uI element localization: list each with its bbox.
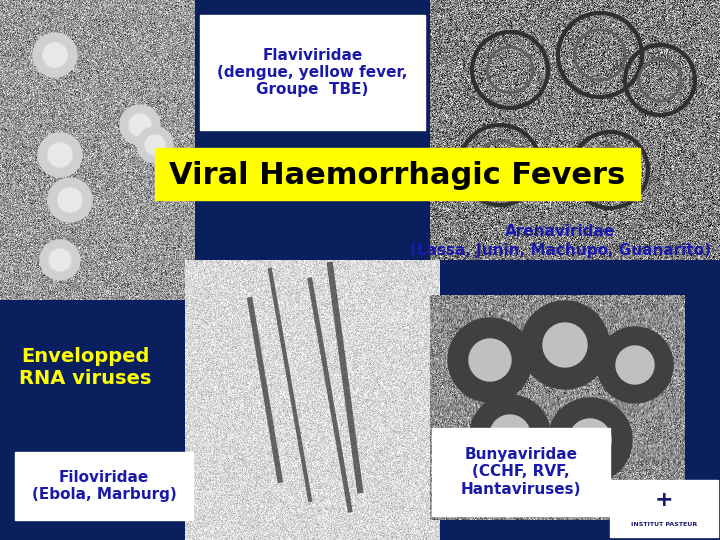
- Circle shape: [469, 339, 511, 381]
- Circle shape: [58, 188, 82, 212]
- Circle shape: [597, 327, 673, 403]
- Circle shape: [470, 395, 550, 475]
- Circle shape: [569, 419, 611, 461]
- Text: Filoviridae
(Ebola, Marburg): Filoviridae (Ebola, Marburg): [32, 470, 176, 502]
- Circle shape: [120, 105, 160, 145]
- Text: INSTITUT PASTEUR: INSTITUT PASTEUR: [631, 522, 697, 526]
- Circle shape: [543, 323, 587, 367]
- Circle shape: [48, 178, 92, 222]
- Text: Viral Haemorrhagic Fevers: Viral Haemorrhagic Fevers: [169, 160, 625, 190]
- Circle shape: [48, 143, 72, 167]
- Circle shape: [40, 240, 80, 280]
- Text: Arenaviridae: Arenaviridae: [505, 225, 615, 240]
- Circle shape: [490, 415, 530, 455]
- Circle shape: [38, 133, 82, 177]
- Text: Flaviviridae
(dengue, yellow fever,
Groupe  TBE): Flaviviridae (dengue, yellow fever, Grou…: [217, 48, 408, 97]
- Text: (Lassa, Junin, Machupo, Guanarito): (Lassa, Junin, Machupo, Guanarito): [410, 242, 711, 258]
- Circle shape: [33, 33, 77, 77]
- Text: +: +: [654, 490, 673, 510]
- Circle shape: [448, 318, 532, 402]
- FancyBboxPatch shape: [15, 452, 193, 520]
- Circle shape: [49, 249, 71, 271]
- FancyBboxPatch shape: [200, 15, 425, 130]
- Circle shape: [521, 301, 609, 389]
- FancyBboxPatch shape: [432, 428, 610, 516]
- FancyBboxPatch shape: [610, 480, 718, 537]
- Circle shape: [129, 114, 151, 136]
- Circle shape: [145, 135, 165, 155]
- Circle shape: [616, 346, 654, 384]
- Text: Bunyaviridae
(CCHF, RVF,
Hantaviruses): Bunyaviridae (CCHF, RVF, Hantaviruses): [461, 447, 581, 497]
- Text: Envelopped
RNA viruses: Envelopped RNA viruses: [19, 348, 151, 388]
- Circle shape: [43, 43, 67, 67]
- Circle shape: [548, 398, 632, 482]
- Circle shape: [137, 127, 173, 163]
- FancyBboxPatch shape: [155, 148, 640, 200]
